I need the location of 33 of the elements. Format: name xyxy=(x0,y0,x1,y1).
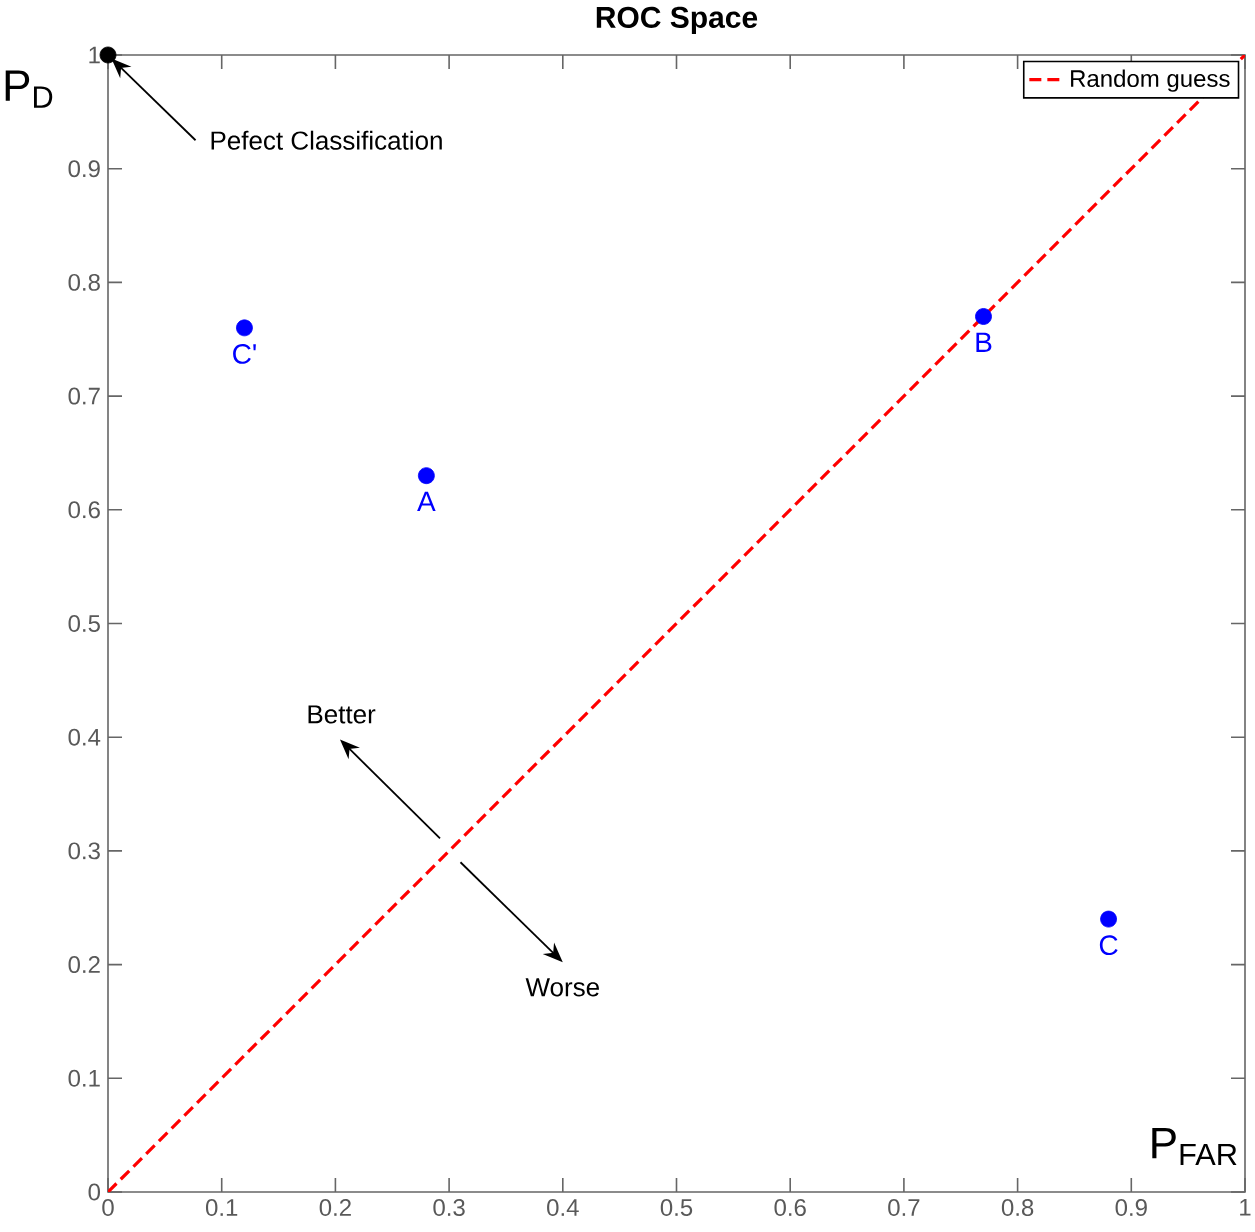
y-tick-label: 0.2 xyxy=(68,956,100,974)
x-tick-label: 1 xyxy=(1240,1199,1251,1216)
y-tick-label: 0.9 xyxy=(68,160,100,178)
legend-label: Random guess xyxy=(1071,69,1230,92)
annotation: B xyxy=(976,332,992,352)
x-tick-label: 0 xyxy=(102,1199,114,1217)
annotation: A xyxy=(417,491,436,512)
x-tick-label: 0.1 xyxy=(205,1199,238,1217)
annotation: C' xyxy=(233,344,256,364)
y-tick-label: 0.6 xyxy=(68,501,100,519)
x-tick-label: 0.5 xyxy=(660,1199,693,1217)
annotation: C xyxy=(1099,935,1118,956)
annotation: Pefect Classification xyxy=(211,130,442,150)
y-tick-label: 0.5 xyxy=(68,615,100,632)
annotation: Worse xyxy=(525,978,599,997)
x-axis-title: P$_{FAR}$ xyxy=(1152,1127,1237,1166)
y-tick-label: 0.4 xyxy=(68,728,101,746)
x-tick-label: 0.7 xyxy=(888,1199,920,1217)
x-tick-label: 0.9 xyxy=(1115,1199,1147,1217)
x-tick-label: 0.6 xyxy=(774,1199,806,1217)
y-tick-label: 0.3 xyxy=(68,842,100,860)
x-tick-label: 0.3 xyxy=(433,1199,465,1217)
y-tick-label: 0 xyxy=(88,1183,101,1201)
x-tick-label: 0.2 xyxy=(319,1199,351,1217)
y-axis-title: P$_{D}$ xyxy=(5,70,53,108)
x-tick-label: 0.8 xyxy=(1001,1199,1034,1217)
y-tick-label: 0.1 xyxy=(68,1069,100,1087)
x-tick-label: 0.4 xyxy=(547,1199,579,1217)
y-tick-label: 1 xyxy=(89,46,100,64)
y-tick-label: 0.7 xyxy=(68,387,100,405)
annotation: Better xyxy=(308,705,376,724)
chart-title: ROC Space xyxy=(596,6,758,34)
y-tick-label: 0.8 xyxy=(68,273,100,291)
